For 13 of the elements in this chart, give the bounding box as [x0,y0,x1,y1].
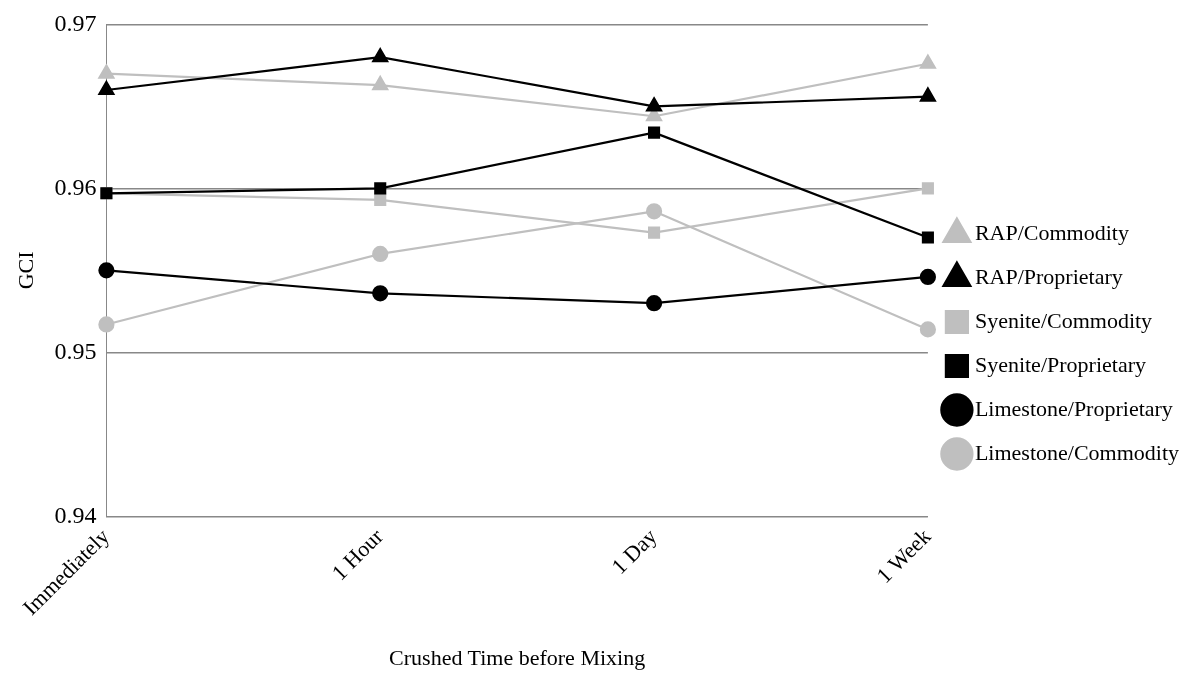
legend-label: Syenite/Commodity [974,307,1153,333]
x-tick-label: 1 Day [606,523,662,579]
x-axis-title: Crushed Time before Mixing [389,644,646,670]
y-tick-label: 0.97 [54,9,97,36]
legend-label: Limestone/Commodity [974,439,1180,465]
legend-label: Syenite/Proprietary [974,351,1146,377]
y-axis-title: GCI [12,251,38,290]
legend-label: RAP/Proprietary [974,263,1123,289]
y-tick-label: 0.96 [54,173,97,200]
legend-label: Limestone/Proprietary [974,395,1173,421]
legend-label: RAP/Commodity [974,219,1129,245]
y-tick-label: 0.95 [54,337,97,364]
y-tick-label: 0.94 [54,501,97,528]
